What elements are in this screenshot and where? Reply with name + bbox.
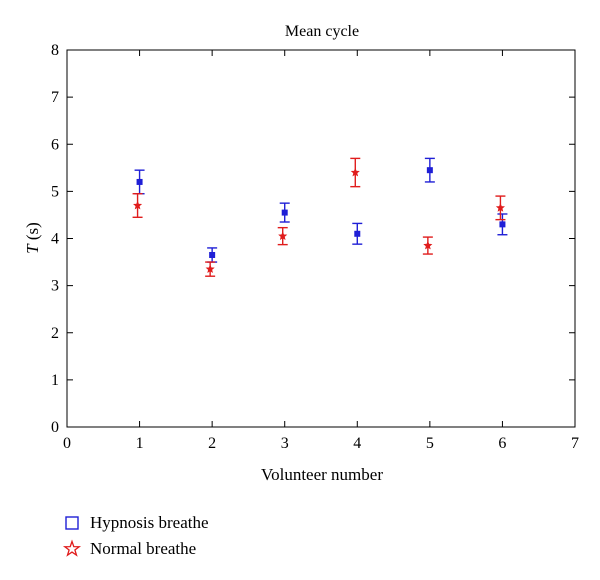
x-tick-label: 3 xyxy=(281,435,289,452)
chart-title: Mean cycle xyxy=(285,23,359,40)
x-tick-label: 7 xyxy=(571,435,579,452)
legend-item-hypnosis: Hypnosis breathe xyxy=(62,510,209,536)
x-tick-label: 0 xyxy=(63,435,71,452)
y-tick-label: 0 xyxy=(51,419,59,436)
legend-item-normal: Normal breathe xyxy=(62,536,209,562)
data-point-star xyxy=(133,200,143,210)
y-axis-title-unit: (s) xyxy=(23,222,42,244)
y-axis-title-symbol: T xyxy=(23,243,42,254)
star-marker-icon xyxy=(62,539,82,557)
data-point-star xyxy=(205,264,215,274)
data-point-square xyxy=(354,230,361,237)
legend-label-normal: Normal breathe xyxy=(90,539,197,558)
data-point-square xyxy=(209,251,216,258)
x-tick-label: 4 xyxy=(353,435,361,452)
y-axis: 0 1 2 3 4 5 6 7 8 xyxy=(51,42,575,436)
x-axis-title: Volunteer number xyxy=(261,465,383,484)
y-tick-label: 3 xyxy=(51,278,59,295)
x-tick-label: 1 xyxy=(136,435,144,452)
x-tick-label: 5 xyxy=(426,435,434,452)
data-point-star xyxy=(423,240,433,250)
chart: Mean cycle 0 1 2 3 4 5 6 7 0 1 2 3 4 5 6 7 8 Volunteer … xyxy=(23,23,579,484)
y-tick-label: 5 xyxy=(51,183,59,200)
x-tick-label: 6 xyxy=(498,435,506,452)
legend: Hypnosis breathe Normal breathe xyxy=(62,510,209,562)
y-tick-label: 6 xyxy=(51,136,59,153)
y-tick-label: 7 xyxy=(51,89,59,106)
y-axis-title: T (s) xyxy=(23,222,42,254)
legend-label-hypnosis: Hypnosis breathe xyxy=(90,513,209,532)
data-point-square xyxy=(281,209,288,216)
data-point-star xyxy=(278,231,288,241)
x-tick-label: 2 xyxy=(208,435,216,452)
data-point-star xyxy=(350,167,360,177)
y-tick-label: 8 xyxy=(51,42,59,59)
data-point-square xyxy=(499,221,506,228)
y-tick-label: 2 xyxy=(51,325,59,342)
x-axis: 0 1 2 3 4 5 6 7 xyxy=(63,50,579,452)
data-point-square xyxy=(426,167,433,174)
y-tick-label: 1 xyxy=(51,372,59,389)
plot-area xyxy=(132,157,508,277)
data-point-square xyxy=(136,178,143,185)
plot-frame xyxy=(66,49,576,428)
square-marker-icon xyxy=(65,516,79,530)
data-point-star xyxy=(495,203,505,212)
y-tick-label: 4 xyxy=(51,231,59,248)
